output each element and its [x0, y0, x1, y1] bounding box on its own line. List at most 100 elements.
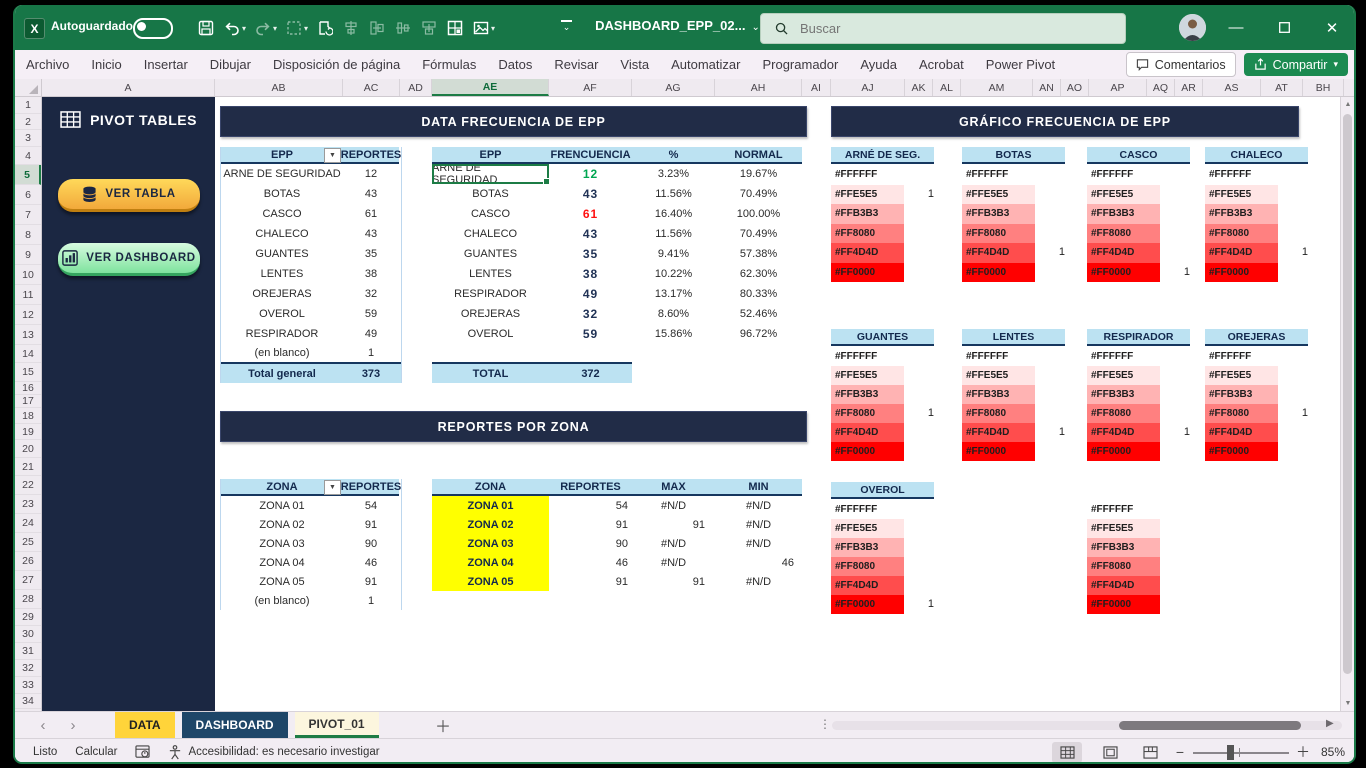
column-header-AT[interactable]: AT: [1261, 79, 1303, 96]
row-header-7[interactable]: 7: [15, 205, 41, 225]
pivot-row[interactable]: CHALECO 43: [221, 224, 401, 244]
row-header-25[interactable]: 25: [15, 533, 41, 552]
color-swatch-cell[interactable]: #FFB3B3: [831, 538, 904, 557]
zona-name-cell[interactable]: (en blanco): [254, 594, 310, 607]
zona-name-cell[interactable]: ZONA 04: [259, 556, 305, 569]
ribbon-tab-automatizar[interactable]: Automatizar: [671, 57, 741, 72]
pivot-row[interactable]: CASCO 61: [221, 204, 401, 224]
scroll-up-icon[interactable]: ▲: [1344, 101, 1352, 108]
ribbon-tab-inicio[interactable]: Inicio: [91, 57, 122, 72]
select-all-corner[interactable]: [15, 79, 42, 96]
color-swatch-cell[interactable]: #FF4D4D: [1087, 423, 1160, 442]
color-swatch-cell[interactable]: #FF0000: [831, 442, 904, 461]
color-swatch-cell[interactable]: #FF8080: [831, 557, 904, 576]
color-swatch-cell[interactable]: #FF8080: [1205, 223, 1278, 243]
ribbon-tab-vista[interactable]: Vista: [620, 57, 650, 72]
analysis-row[interactable]: BOTAS 43 11.56% 70.49%: [432, 184, 802, 204]
reportes-value-cell[interactable]: 61: [364, 208, 378, 220]
frecuencia-value-cell[interactable]: 61: [582, 207, 599, 221]
row-header-34[interactable]: 34: [15, 694, 41, 709]
color-swatch-cell[interactable]: #FFE5E5: [1205, 366, 1278, 385]
color-swatch-cell[interactable]: #FF4D4D: [962, 243, 1035, 263]
row-header-27[interactable]: 27: [15, 571, 41, 590]
percent-value-cell[interactable]: 11.56%: [655, 228, 692, 240]
pivot-row[interactable]: ZONA 02 91: [221, 515, 401, 534]
color-swatch-cell[interactable]: #FFB3B3: [1205, 204, 1278, 224]
row-header-29[interactable]: 29: [15, 609, 41, 626]
swatch-group-header[interactable]: LENTES: [962, 329, 1065, 346]
analysis-row[interactable]: GUANTES 35 9.41% 57.38%: [432, 244, 802, 264]
filter-dropdown-icon[interactable]: ▼: [324, 148, 341, 163]
epp-name-cell[interactable]: OREJERAS: [460, 308, 521, 320]
column-header-AS[interactable]: AS: [1203, 79, 1261, 96]
selected-cell[interactable]: [432, 164, 550, 185]
macro-record-icon[interactable]: [135, 745, 151, 759]
column-header-cell[interactable]: MAX: [632, 479, 715, 496]
vertical-scroll-thumb[interactable]: [1343, 114, 1352, 674]
row-header-9[interactable]: 9: [15, 245, 41, 265]
ribbon-tab-acrobat[interactable]: Acrobat: [918, 57, 964, 72]
swatch-group-header[interactable]: CHALECO: [1205, 147, 1308, 164]
max-value-cell[interactable]: 91: [692, 518, 705, 531]
reportes-value-cell[interactable]: 91: [615, 518, 628, 531]
status-calc[interactable]: Calcular: [75, 746, 118, 758]
color-swatch-cell[interactable]: #FF4D4D: [831, 243, 904, 263]
pivot-row[interactable]: (en blanco) 1: [221, 344, 401, 362]
reportes-value-cell[interactable]: 49: [364, 328, 378, 340]
horizontal-scroll-thumb[interactable]: [1119, 721, 1301, 730]
pivot-row[interactable]: BOTAS 43: [221, 184, 401, 204]
min-value-cell[interactable]: #N/D: [745, 537, 772, 550]
column-header-AQ[interactable]: AQ: [1147, 79, 1175, 96]
epp-name-cell[interactable]: RESPIRADOR: [245, 328, 319, 340]
color-swatch-cell[interactable]: #FFE5E5: [831, 184, 904, 204]
color-swatch-cell[interactable]: #FF8080: [1205, 404, 1278, 423]
epp-name-cell[interactable]: LENTES: [260, 268, 304, 280]
reportes-value-cell[interactable]: 43: [364, 228, 378, 240]
color-swatch-cell[interactable]: #FF4D4D: [831, 423, 904, 442]
color-swatch-cell[interactable]: #FFB3B3: [1087, 385, 1160, 404]
zona-analysis-row[interactable]: ZONA 03 90 #N/D #N/D: [432, 534, 802, 553]
comments-button[interactable]: Comentarios: [1125, 52, 1236, 77]
color-swatch-cell[interactable]: #FF4D4D: [831, 576, 904, 595]
frecuencia-value-cell[interactable]: 32: [582, 307, 599, 321]
ribbon-tab-archivo[interactable]: Archivo: [26, 57, 70, 72]
excel-app-icon[interactable]: X: [24, 18, 45, 39]
analysis-row[interactable]: RESPIRADOR 49 13.17% 80.33%: [432, 284, 802, 304]
row-header-21[interactable]: 21: [15, 458, 41, 476]
max-value-cell[interactable]: 91: [692, 575, 705, 588]
normal-value-cell[interactable]: 100.00%: [736, 208, 781, 220]
undo-icon[interactable]: [219, 14, 245, 42]
swatch-group-header[interactable]: BOTAS: [962, 147, 1065, 164]
reportes-value-cell[interactable]: 1: [367, 347, 375, 359]
swatch-group-header[interactable]: OVEROL: [831, 482, 934, 499]
zona-highlight-cell[interactable]: ZONA 03: [432, 534, 549, 553]
pivot-row[interactable]: LENTES 38: [221, 264, 401, 284]
color-swatch-cell[interactable]: #FF0000: [831, 595, 904, 614]
percent-value-cell[interactable]: 8.60%: [657, 308, 690, 320]
max-value-cell[interactable]: #N/D: [660, 537, 687, 550]
normal-value-cell[interactable]: 52.46%: [739, 308, 778, 320]
scroll-down-icon[interactable]: ▼: [1344, 700, 1352, 707]
percent-value-cell[interactable]: 9.41%: [657, 248, 690, 260]
search-box[interactable]: [760, 13, 1126, 44]
percent-value-cell[interactable]: 3.23%: [657, 168, 690, 180]
row-header-8[interactable]: 8: [15, 225, 41, 245]
epp-name-cell[interactable]: RESPIRADOR: [454, 288, 527, 300]
add-sheet-icon[interactable]: ＋: [434, 719, 451, 736]
color-swatch-cell[interactable]: #FFFFFF: [1209, 169, 1252, 181]
analysis-table-epp[interactable]: EPP FRENCUENCIA% NORMAL ARNE DE SEGURIDAD 12…: [432, 147, 802, 383]
pivot-row[interactable]: ZONA 04 46: [221, 553, 401, 572]
color-swatch-cell[interactable]: #FFFFFF: [835, 351, 878, 362]
column-header-cell[interactable]: FRENCUENCIA: [549, 147, 632, 164]
column-header-cell[interactable]: NORMAL: [715, 147, 802, 164]
color-swatch-cell[interactable]: #FF0000: [1205, 262, 1278, 282]
color-swatch-cell[interactable]: #FFFFFF: [1209, 351, 1252, 362]
row-header-24[interactable]: 24: [15, 514, 41, 533]
row-header-6[interactable]: 6: [15, 185, 41, 205]
epp-name-cell[interactable]: CHALECO: [255, 228, 309, 240]
zoom-percentage[interactable]: 85%: [1320, 745, 1346, 759]
color-swatch-cell[interactable]: #FFB3B3: [1205, 385, 1278, 404]
color-swatch-cell[interactable]: #FFE5E5: [831, 366, 904, 385]
column-header-AN[interactable]: AN: [1033, 79, 1061, 96]
column-header-cell[interactable]: EPP ▼: [221, 147, 343, 164]
